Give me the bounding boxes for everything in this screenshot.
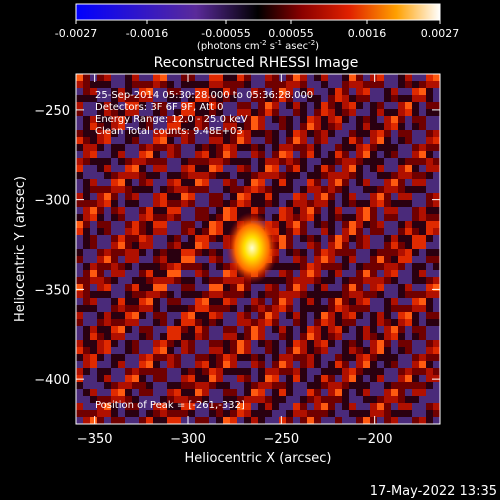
annotation-total-counts: Clean Total counts: 9.48E+03: [95, 126, 243, 137]
colorbar-unit-label: (photons cm-2 s-1 asec-2): [197, 39, 319, 52]
peak-position-label: Position of Peak = [-261,-332]: [95, 400, 245, 411]
info-annotations: 25-Sep-2014 05:30:28.000 to 05:36:28.000…: [95, 90, 313, 411]
plot-frame: [75, 73, 441, 425]
heatmap-image: [76, 74, 440, 424]
x-tick-label: −200: [357, 432, 393, 447]
x-tick-label: −350: [77, 432, 113, 447]
colorbar-tick-label: -0.0016: [126, 27, 168, 40]
colorbar-tick-label: 0.0016: [348, 27, 387, 40]
colorbar-tick-label: 0.00055: [268, 27, 314, 40]
y-axis: −250 −300 −350 −400: [34, 104, 440, 388]
colorbar-tick-label: 0.0027: [421, 27, 460, 40]
colorbar-ticks: -0.0027 -0.0016 -0.00055 0.00055 0.0016 0.002…: [55, 20, 459, 40]
y-tick-label: −250: [34, 104, 70, 119]
footer-timestamp: 17-May-2022 13:35: [370, 484, 497, 499]
y-tick-label: −350: [34, 283, 70, 298]
y-axis-label: Heliocentric Y (arcsec): [13, 176, 28, 322]
x-axis-label: Heliocentric X (arcsec): [185, 451, 332, 466]
annotation-energy: Energy Range: 12.0 - 25.0 keV: [95, 114, 248, 125]
y-tick-label: −300: [34, 194, 70, 209]
annotation-time-range: 25-Sep-2014 05:30:28.000 to 05:36:28.000: [95, 90, 313, 101]
annotation-detectors: Detectors: 3F 6F 9F, Att 0: [95, 102, 223, 113]
y-tick-label: −400: [34, 373, 70, 388]
x-axis: −350 −300 −250 −200: [77, 74, 393, 447]
peak-source: [226, 212, 278, 284]
chart-title: Reconstructed RHESSI Image: [154, 55, 359, 71]
colorbar-tick-label: -0.00055: [201, 27, 250, 40]
colorbar: -0.0027 -0.0016 -0.00055 0.00055 0.0016 0.002…: [55, 3, 459, 52]
x-tick-label: −300: [170, 432, 206, 447]
colorbar-gradient: [75, 3, 441, 21]
x-tick-label: −250: [263, 432, 299, 447]
colorbar-tick-label: -0.0027: [55, 27, 97, 40]
